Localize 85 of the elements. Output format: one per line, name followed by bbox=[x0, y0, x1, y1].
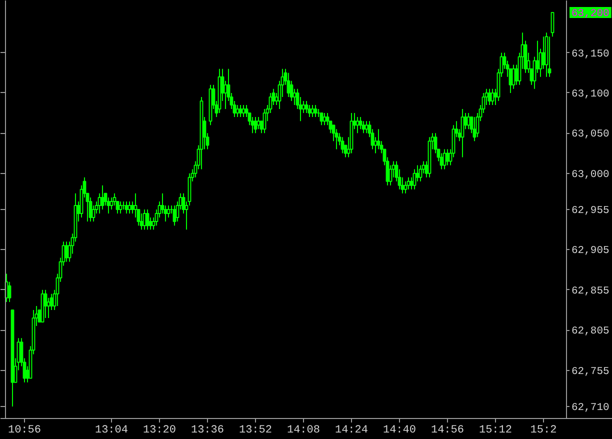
candlestick bbox=[302, 100, 306, 114]
candlestick bbox=[412, 168, 416, 190]
candlestick bbox=[112, 192, 116, 206]
candlestick bbox=[340, 136, 344, 154]
candlestick bbox=[128, 200, 132, 214]
candlestick bbox=[124, 200, 128, 214]
candlestick bbox=[64, 241, 68, 262]
candlestick bbox=[434, 132, 438, 154]
candlestick bbox=[362, 120, 366, 134]
candlestick bbox=[310, 104, 314, 118]
x-tick-label: 15:12 bbox=[478, 424, 512, 436]
candlestick bbox=[472, 116, 476, 142]
candlestick bbox=[326, 112, 330, 126]
candlestick bbox=[146, 209, 150, 230]
candlestick bbox=[404, 180, 408, 194]
text: 63,200 bbox=[572, 8, 610, 20]
candlestick bbox=[542, 36, 546, 70]
candlestick bbox=[134, 192, 138, 218]
candlestick bbox=[238, 104, 242, 118]
candlestick bbox=[110, 196, 114, 210]
candlestick bbox=[254, 116, 258, 134]
candlestick bbox=[356, 116, 360, 134]
candlestick bbox=[322, 112, 326, 126]
candlestick bbox=[98, 192, 102, 214]
candlestick bbox=[140, 213, 144, 230]
candlestick bbox=[334, 128, 338, 150]
candlestick bbox=[418, 164, 422, 182]
candlestick bbox=[148, 217, 152, 230]
candlestick bbox=[410, 176, 414, 190]
x-tick-label: 13:04 bbox=[94, 424, 128, 436]
candlestick bbox=[406, 176, 410, 190]
x-tick-label: 10:56 bbox=[8, 424, 42, 436]
y-tick-label: 63,100 bbox=[572, 88, 610, 100]
candlestick bbox=[308, 104, 312, 118]
y-tick-label: 62,710 bbox=[572, 402, 610, 414]
candlestick bbox=[490, 88, 494, 106]
candlestick bbox=[44, 289, 48, 319]
candlestick bbox=[376, 128, 380, 150]
candlestick bbox=[320, 112, 324, 126]
candlestick bbox=[488, 88, 492, 106]
candlestick bbox=[442, 148, 446, 170]
x-tick-label: 13:20 bbox=[142, 424, 176, 436]
y-tick-label: 63,000 bbox=[572, 168, 610, 181]
y-tick-label: 62,855 bbox=[572, 285, 610, 298]
candlestick bbox=[364, 120, 368, 134]
x-tick-label: 14:56 bbox=[430, 424, 464, 436]
candlestick bbox=[242, 104, 246, 118]
candlestick bbox=[250, 116, 254, 134]
candlestick bbox=[314, 104, 318, 118]
y-tick-label: 63,150 bbox=[572, 48, 610, 60]
x-tick-label: 15:2 bbox=[530, 424, 557, 436]
candlestick bbox=[286, 72, 290, 98]
y-tick-label: 62,905 bbox=[572, 245, 610, 258]
candlestick bbox=[166, 204, 170, 218]
candlestick bbox=[256, 116, 260, 130]
candlestick bbox=[118, 200, 122, 214]
candlestick bbox=[236, 104, 240, 118]
x-tick-label: 13:36 bbox=[190, 424, 224, 436]
x-tick-label: 14:40 bbox=[382, 424, 416, 436]
y-tick-label: 63,050 bbox=[572, 128, 610, 141]
candlestick bbox=[8, 281, 12, 302]
x-tick-label: 13:52 bbox=[238, 424, 272, 436]
candlestick bbox=[374, 136, 378, 154]
y-tick-label: 62,755 bbox=[572, 366, 610, 378]
candlestick bbox=[304, 100, 308, 114]
candlestick bbox=[548, 36, 552, 78]
candlestick bbox=[466, 112, 470, 130]
candlestick bbox=[416, 164, 420, 182]
candlestick bbox=[244, 104, 248, 118]
candlestick bbox=[446, 148, 450, 166]
x-tick-label: 14:24 bbox=[334, 424, 368, 436]
candlestick bbox=[46, 297, 50, 319]
candlestick bbox=[292, 88, 296, 106]
y-tick-label: 62,955 bbox=[572, 205, 610, 217]
candlestick bbox=[224, 80, 228, 110]
candlestick bbox=[106, 196, 110, 214]
y-tick-label: 62,805 bbox=[572, 326, 610, 338]
candlestick bbox=[358, 116, 362, 130]
candlestick bbox=[130, 200, 134, 214]
x-tick-label: 14:08 bbox=[286, 424, 320, 436]
candlestick bbox=[92, 204, 96, 222]
candlestick bbox=[100, 184, 104, 210]
candlestick bbox=[388, 164, 392, 186]
candlestick bbox=[172, 204, 176, 226]
candlestick bbox=[142, 209, 146, 230]
